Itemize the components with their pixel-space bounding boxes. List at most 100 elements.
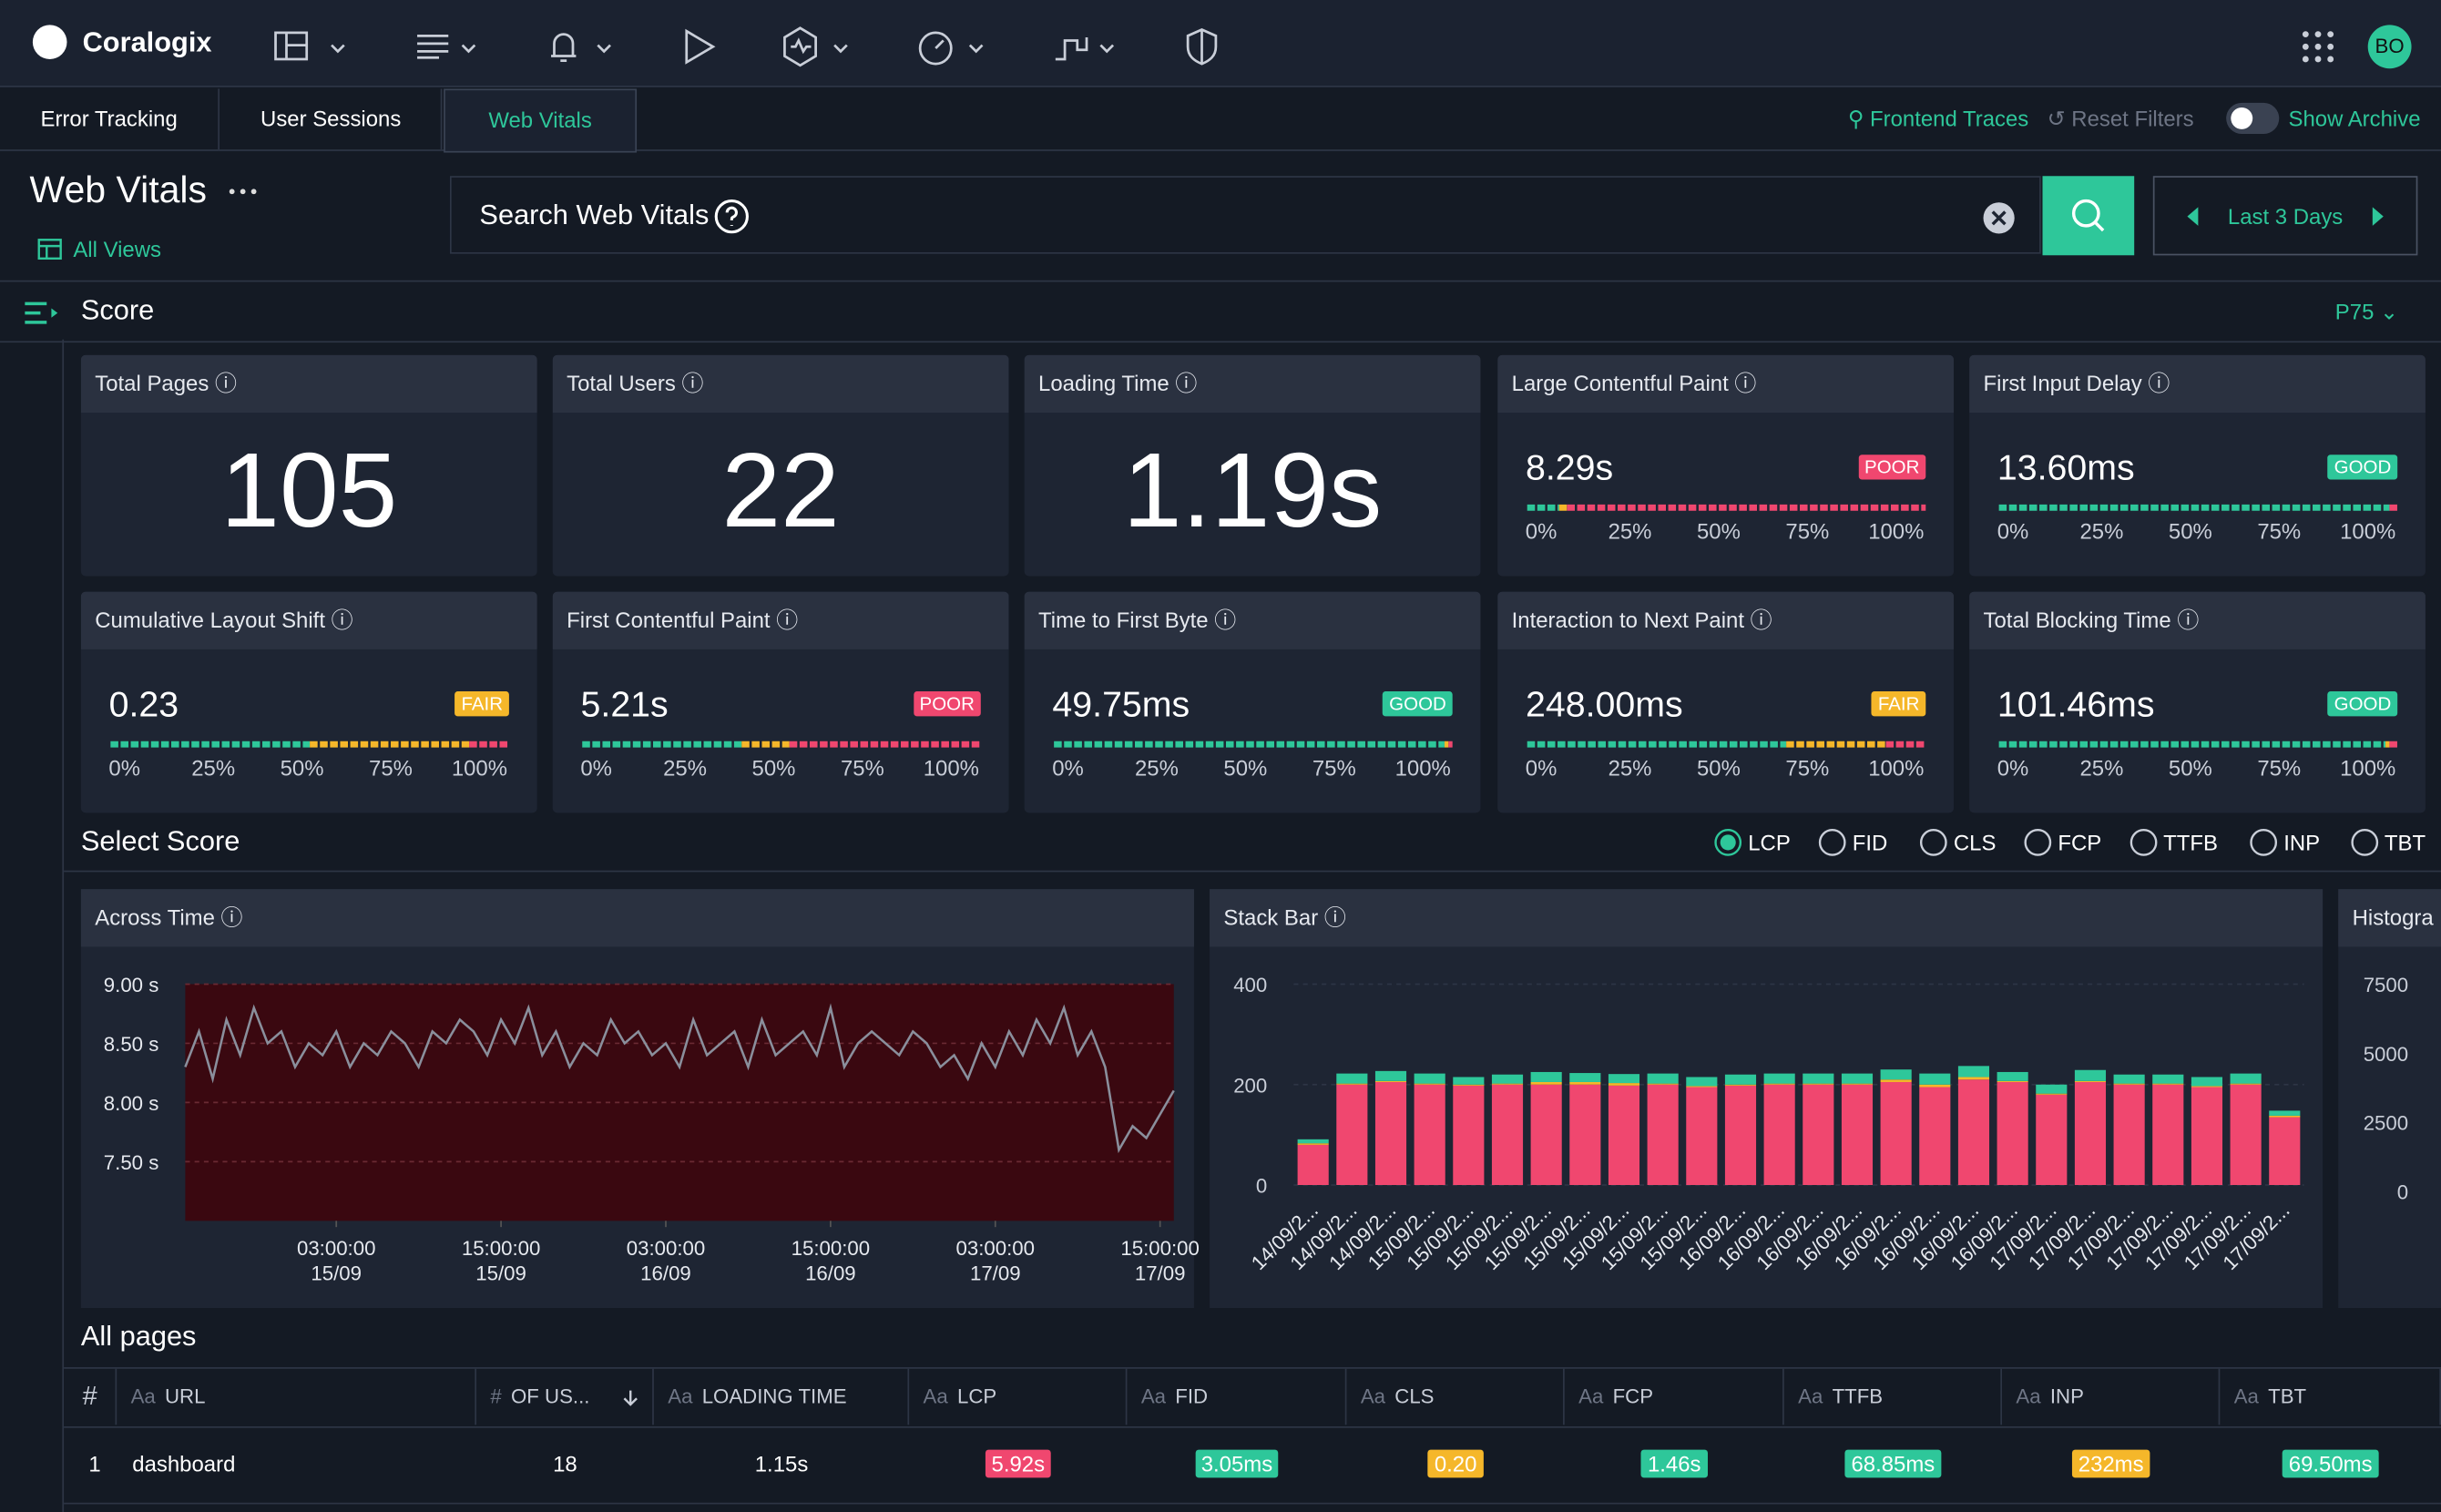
percentile[interactable]: P75 ⌄ [2334, 299, 2399, 324]
page-title: Web Vitals [29, 169, 208, 212]
option-label[interactable]: TBT [2384, 830, 2426, 855]
sidebar-toggle[interactable] [22, 299, 62, 327]
option-label[interactable]: FCP [2058, 830, 2102, 855]
card-label: Total Pages [95, 370, 209, 396]
scale-label: 75% [369, 756, 413, 781]
bar-segment [1647, 1084, 1679, 1186]
bar-segment [2269, 1117, 2301, 1186]
archive-toggle[interactable] [2226, 102, 2280, 135]
radio[interactable] [2250, 829, 2278, 857]
score-option[interactable]: LCP [1714, 827, 1791, 858]
show-archive[interactable]: Show Archive [2288, 106, 2421, 131]
gauge-value: 49.75ms [1052, 683, 1190, 724]
bar-segment [1414, 1073, 1445, 1084]
column-header[interactable]: Aa FID [1127, 1368, 1347, 1425]
bar-segment [2152, 1074, 2184, 1084]
tab[interactable]: Error Tracking [0, 88, 220, 150]
card-header: First Input Delay ⓘ [1969, 354, 2426, 414]
bar-segment [2191, 1077, 2223, 1087]
all-views[interactable]: All Views [73, 236, 161, 262]
search-button[interactable] [2042, 176, 2135, 256]
brand[interactable]: Coralogix [82, 26, 212, 58]
score-title: Score [80, 294, 155, 326]
bar-segment [1724, 1084, 1757, 1086]
card: Total Blocking Time ⓘ 101.46ms GOOD 0% 25% 50… [1969, 591, 2426, 813]
radio[interactable] [2351, 829, 2379, 857]
avatar[interactable]: BO [2375, 34, 2405, 58]
score-option[interactable]: TBT [2351, 827, 2426, 858]
column-header[interactable]: Aa TBT [2220, 1368, 2441, 1425]
radio[interactable] [2129, 829, 2158, 857]
score-option[interactable]: FID [1818, 827, 1887, 858]
option-label[interactable]: CLS [1953, 830, 1997, 855]
scale-label: 100% [2340, 520, 2395, 545]
radio[interactable] [1919, 829, 1947, 857]
column-header[interactable]: Aa LCP [909, 1368, 1128, 1425]
column-header[interactable]: # [64, 1368, 117, 1425]
help-icon[interactable] [713, 198, 751, 235]
bar-segment [1608, 1083, 1640, 1086]
scale-label: 25% [2079, 520, 2123, 545]
card-label: Interaction to Next Paint [1511, 607, 1745, 633]
scale-label: 0% [108, 756, 140, 781]
status-badge: POOR [913, 691, 981, 717]
scale-label: 75% [2257, 520, 2301, 545]
gauge: 0% 25% 50% 75% 100% [1997, 741, 2398, 781]
option-label[interactable]: TTFB [2163, 830, 2218, 855]
column-header[interactable]: Aa FCP [1565, 1368, 1784, 1425]
scale-label: 100% [1868, 520, 1924, 545]
column-header[interactable]: Aa TTFB [1784, 1368, 2003, 1425]
bar-segment [1453, 1085, 1485, 1186]
more-menu[interactable] [228, 184, 259, 199]
score-option[interactable]: TTFB [2129, 827, 2218, 858]
column-header[interactable]: Aa INP [2002, 1368, 2221, 1425]
scale-label: 50% [2169, 520, 2212, 545]
radio[interactable] [2024, 829, 2052, 857]
percentile-label[interactable]: P75 [2334, 299, 2375, 324]
cell-text: 1.15s [754, 1451, 809, 1476]
column-type-icon: Aa [923, 1384, 948, 1408]
bar-segment [1414, 1083, 1445, 1085]
column-name: FID [1175, 1384, 1209, 1408]
time-picker[interactable] [2152, 176, 2418, 256]
score-option[interactable]: FCP [2024, 827, 2101, 858]
card-header: Cumulative Layout Shift ⓘ [80, 591, 537, 649]
tab[interactable]: Web Vitals [444, 88, 638, 153]
column-header[interactable]: # OF US... [476, 1368, 654, 1425]
frontend-traces-label[interactable]: Frontend Traces [1870, 106, 2029, 131]
bar-segment [1608, 1074, 1640, 1084]
radio[interactable] [1714, 829, 1742, 857]
column-header[interactable]: Aa CLS [1346, 1368, 1565, 1425]
column-name: OF US... [511, 1384, 590, 1408]
panel-header: Histogra [2338, 889, 2441, 947]
gauge: 0% 25% 50% 75% 100% [580, 741, 981, 781]
scale-label: 50% [1697, 520, 1741, 545]
bar-segment [1297, 1143, 1329, 1145]
y-tick-label: 400 [1233, 974, 1267, 996]
table-cell: 232ms [2002, 1449, 2220, 1478]
cell-text: dashboard [132, 1451, 236, 1476]
time-range[interactable]: Last 3 Days [2227, 203, 2344, 230]
sort-icon[interactable] [621, 1389, 640, 1408]
option-label[interactable]: INP [2283, 830, 2321, 855]
tab[interactable]: User Sessions [221, 88, 443, 150]
option-label[interactable]: LCP [1748, 830, 1791, 855]
column-type-icon: # [490, 1384, 502, 1408]
bar-segment [2191, 1087, 2223, 1186]
search-placeholder[interactable]: Search Web Vitals [479, 199, 710, 231]
option-label[interactable]: FID [1852, 830, 1888, 855]
reset-label[interactable]: Reset Filters [2071, 106, 2194, 131]
column-header[interactable]: Aa URL [117, 1368, 477, 1425]
column-header[interactable]: Aa LOADING TIME [654, 1368, 910, 1425]
table-cell: 69.50ms [2220, 1449, 2441, 1478]
radio[interactable] [1818, 829, 1846, 857]
frontend-traces[interactable]: ⚲ Frontend Traces [1847, 106, 2029, 131]
score-option[interactable]: CLS [1919, 827, 1996, 858]
score-option[interactable]: INP [2250, 827, 2320, 858]
clear-search[interactable] [1982, 201, 2017, 236]
card-label: Cumulative Layout Shift [95, 607, 325, 633]
reset-filters[interactable]: ↺ Reset Filters [2047, 106, 2194, 131]
card-label: First Input Delay [1983, 370, 2142, 396]
bar-segment [1919, 1084, 1951, 1088]
